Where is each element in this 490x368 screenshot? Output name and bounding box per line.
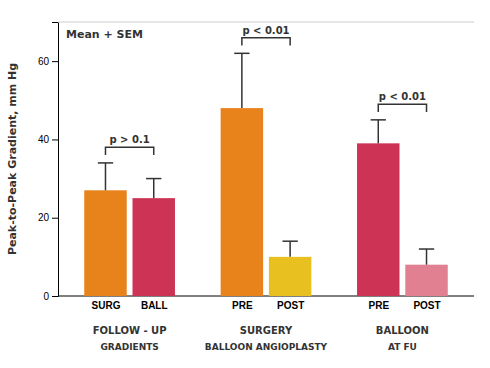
error-bar [98,163,113,190]
error-bar-stem [241,53,243,108]
x-tick-label: PRE [368,300,389,311]
error-bar [282,241,297,257]
x-tick: SURG [92,296,121,311]
y-tick-mark [52,61,58,62]
significance-label: p < 0.01 [242,25,289,36]
bar [357,143,399,296]
annotation: Mean + SEM [66,28,143,41]
error-bar-stem [105,163,107,190]
error-bar [419,249,434,265]
error-bar-cap [371,119,386,121]
y-tick-label: 20 [38,212,50,223]
bar [84,190,126,296]
x-tick: PRE [368,296,389,311]
y-axis-line [52,23,59,297]
significance-label: p > 0.1 [109,134,149,145]
x-tick-label: POST [277,300,304,311]
y-tick-label: 0 [43,291,49,302]
x-tick: POST [413,296,440,311]
y-tick: 60 [38,56,58,67]
significance-bracket [105,147,153,155]
error-bar-stem [289,241,291,257]
plot: 0 20 40 60 SURG BALL PRE POST PRE POST p > 0.1 p < … [38,22,474,352]
error-bar-stem [378,120,380,143]
bar [133,198,175,296]
x-axis: SURG BALL PRE POST PRE POST [92,296,441,311]
group-labels: FOLLOW - UP GRADIENTS SURGERY BALLOON ANGIO… [93,325,429,352]
y-tick: 40 [38,134,58,145]
error-bar [234,53,249,108]
y-tick: 0 [43,291,58,302]
x-tick-label: BALL [141,300,168,311]
error-bar-cap [98,162,113,164]
y-tick: 20 [38,212,58,223]
group-sublabel: GRADIENTS [100,342,158,352]
x-tick-label: POST [413,300,440,311]
y-tick-mark [52,296,58,297]
group-label: BALLOON [376,325,429,336]
significance-bracket [242,38,290,46]
x-tick-label: SURG [92,300,121,311]
significance-bracket [378,104,426,112]
error-bar [146,179,161,199]
error-bar-stem [153,179,155,199]
y-tick-mark [52,139,58,140]
group-sublabel: AT FU [388,342,417,352]
significance-label: p < 0.01 [379,91,426,102]
group-sublabel: BALLOON ANGIOPLASTY [205,342,328,352]
error-bar-stem [426,249,428,265]
x-tick: POST [277,296,304,311]
y-tick-mark [52,218,58,219]
y-tick-label: 60 [38,56,50,67]
error-bar-cap [234,53,249,55]
brackets: p > 0.1 p < 0.01 p < 0.01 [105,25,426,155]
marks [84,53,448,296]
group-label: SURGERY [240,325,293,336]
group-label: FOLLOW - UP [93,325,167,336]
x-tick-label: PRE [232,300,253,311]
chart: 0 20 40 60 SURG BALL PRE POST PRE POST p > 0.1 p < … [0,0,490,368]
error-bar-cap [282,240,297,242]
y-tick-label: 40 [38,134,50,145]
error-bar-cap [419,248,434,250]
y-axis: 0 20 40 60 [38,23,59,302]
x-tick: BALL [141,296,168,311]
bar [405,265,447,296]
bar [269,257,311,296]
plot-top-line [58,22,474,23]
bar [221,108,263,296]
x-tick: PRE [232,296,253,311]
y-axis-title: Peak-to-Peak Gradient, mm Hg [6,63,19,255]
error-bar [371,120,386,143]
error-bar-cap [146,178,161,180]
